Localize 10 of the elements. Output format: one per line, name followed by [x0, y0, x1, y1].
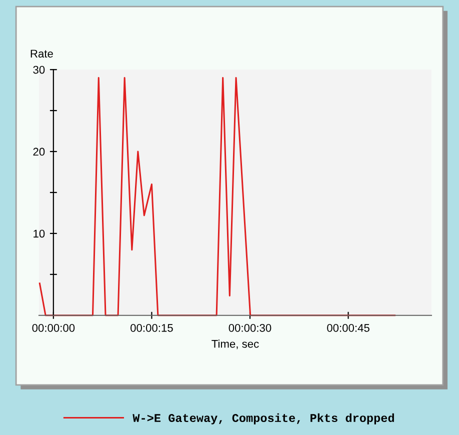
y-tick-label: 10	[34, 230, 45, 238]
x-tick-label: 00:00:45	[327, 324, 370, 332]
y-axis-title: Rate	[30, 50, 53, 58]
y-tick-label: 20	[33, 148, 45, 156]
x-tick-label: 00:00:30	[228, 324, 272, 332]
x-axis-title: Time, sec	[212, 340, 259, 350]
y-tick-label: 30	[33, 66, 45, 74]
x-tick-label: 00:00:00	[32, 324, 75, 332]
text: W->E Gateway, Composite, Pkts dropped	[132, 413, 394, 424]
x-tick-label: 00:00:15	[130, 324, 173, 332]
